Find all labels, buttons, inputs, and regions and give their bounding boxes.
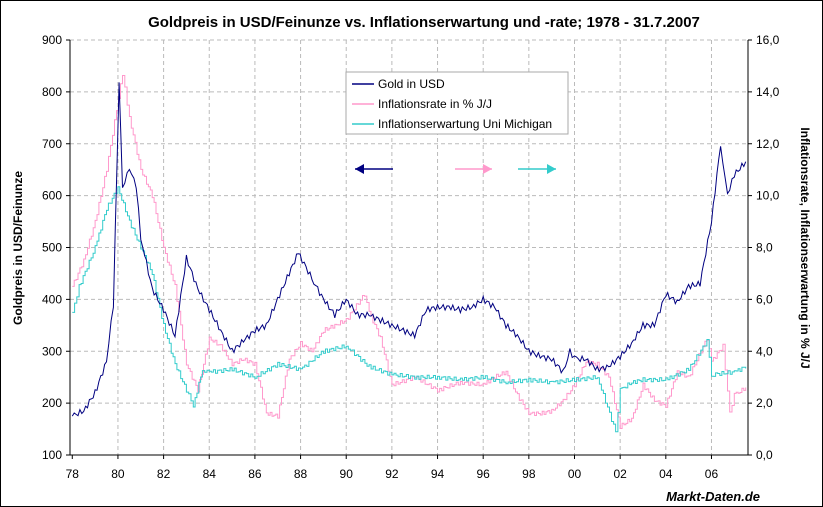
legend: Gold in USD Inflationsrate in % J/J Inflat…: [345, 71, 569, 135]
x-tick-label: 96: [477, 467, 491, 481]
x-tick-label: 92: [385, 467, 399, 481]
x-tick-label: 84: [203, 467, 217, 481]
y-tick-label: 400: [42, 292, 62, 306]
x-tick-label: 86: [248, 467, 262, 481]
x-tick-label: 02: [613, 467, 627, 481]
legend-label: Inflationsrate in % J/J: [378, 97, 492, 111]
x-tick-label: 82: [157, 467, 171, 481]
y-tick-label: 300: [42, 344, 62, 358]
arrow-right-icon: [483, 164, 492, 174]
x-tick-label: 98: [522, 467, 536, 481]
grid: [70, 39, 748, 455]
y2-tick-label: 10,0: [756, 189, 780, 203]
y2-tick-label: 6,0: [756, 292, 773, 306]
y-tick-label: 900: [42, 33, 62, 47]
source-label: Markt-Daten.de: [666, 489, 760, 504]
y2-axis-label: Inflationsrate, Inflationserwartung in %…: [798, 127, 812, 368]
series-line-0: [71, 82, 747, 417]
y2-tick-label: 16,0: [756, 33, 780, 47]
legend-box: [345, 71, 569, 135]
y2-tick-label: 0,0: [756, 448, 773, 462]
y2-tick-label: 12,0: [756, 137, 780, 151]
ticks: 100 0,0 200 2,0 300 4,0 400 6,0 500 8,0 600 10,0 700…: [42, 33, 780, 481]
x-tick-label: 90: [340, 467, 354, 481]
x-tick-label: 78: [66, 467, 80, 481]
x-tick-label: 04: [659, 467, 673, 481]
x-tick-label: 94: [431, 467, 445, 481]
y-tick-label: 200: [42, 396, 62, 410]
arrow-right-icon: [547, 164, 556, 174]
x-tick-label: 88: [294, 467, 308, 481]
series-line-1: [72, 75, 747, 429]
y2-tick-label: 4,0: [756, 344, 773, 358]
y-tick-label: 800: [42, 85, 62, 99]
legend-label: Inflationserwartung Uni Michigan: [378, 117, 552, 131]
x-tick-label: 00: [568, 467, 582, 481]
y-tick-label: 700: [42, 137, 62, 151]
arrow-left-icon: [355, 164, 364, 174]
y2-tick-label: 8,0: [756, 241, 773, 255]
series-line-2: [72, 186, 747, 433]
y-tick-label: 500: [42, 241, 62, 255]
legend-label: Gold in USD: [378, 77, 445, 91]
axis-arrows: [355, 164, 556, 174]
x-tick-label: 80: [111, 467, 125, 481]
x-tick-label: 06: [705, 467, 719, 481]
y2-tick-label: 14,0: [756, 85, 780, 99]
y-tick-label: 600: [42, 189, 62, 203]
series-group: [71, 75, 747, 433]
y-axis-label: Goldpreis in USD/Feinunze: [11, 171, 25, 325]
y-tick-label: 100: [42, 448, 62, 462]
y2-tick-label: 2,0: [756, 396, 773, 410]
chart-title: Goldpreis in USD/Feinunze vs. Inflations…: [148, 14, 700, 31]
